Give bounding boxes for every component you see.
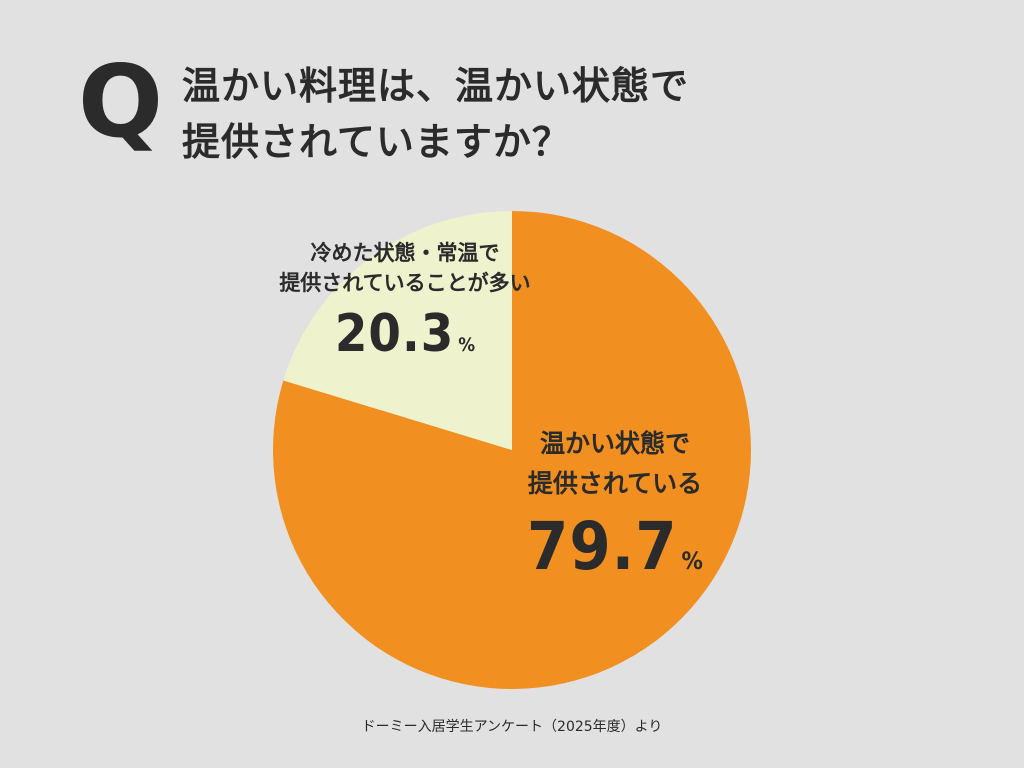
- slice-label-cold-line1: 冷めた状態・常温で: [310, 241, 500, 265]
- pie-slice-warm: [272, 211, 751, 690]
- slice-label-cold-line2: 提供されていることが多い: [279, 271, 531, 295]
- question-title-line1: 温かい料理は、温かい状態で: [182, 64, 690, 108]
- slice-value-warm: 79.7%: [470, 510, 760, 598]
- slice-label-warm: 温かい状態で 提供されている 79.7%: [470, 424, 760, 598]
- question-mark: Q: [78, 43, 164, 160]
- slice-value-warm-unit: %: [681, 547, 703, 575]
- slice-label-warm-line1: 温かい状態で: [539, 429, 690, 458]
- slice-label-warm-line2: 提供されている: [527, 469, 703, 498]
- question-title: 温かい料理は、温かい状態で 提供されていますか？: [182, 58, 782, 170]
- slice-value-cold-number: 20.3: [334, 304, 455, 364]
- slice-value-cold-unit: %: [458, 335, 476, 356]
- source-note: ドーミー入居学生アンケート（2025年度）より: [361, 719, 663, 735]
- slice-value-cold: 20.3%: [240, 304, 570, 376]
- pie-slice-cold: [283, 211, 512, 450]
- slice-value-warm-number: 79.7: [527, 508, 678, 585]
- question-title-line2: 提供されていますか？: [182, 120, 571, 164]
- slice-label-cold: 冷めた状態・常温で 提供されていることが多い 20.3%: [240, 238, 570, 376]
